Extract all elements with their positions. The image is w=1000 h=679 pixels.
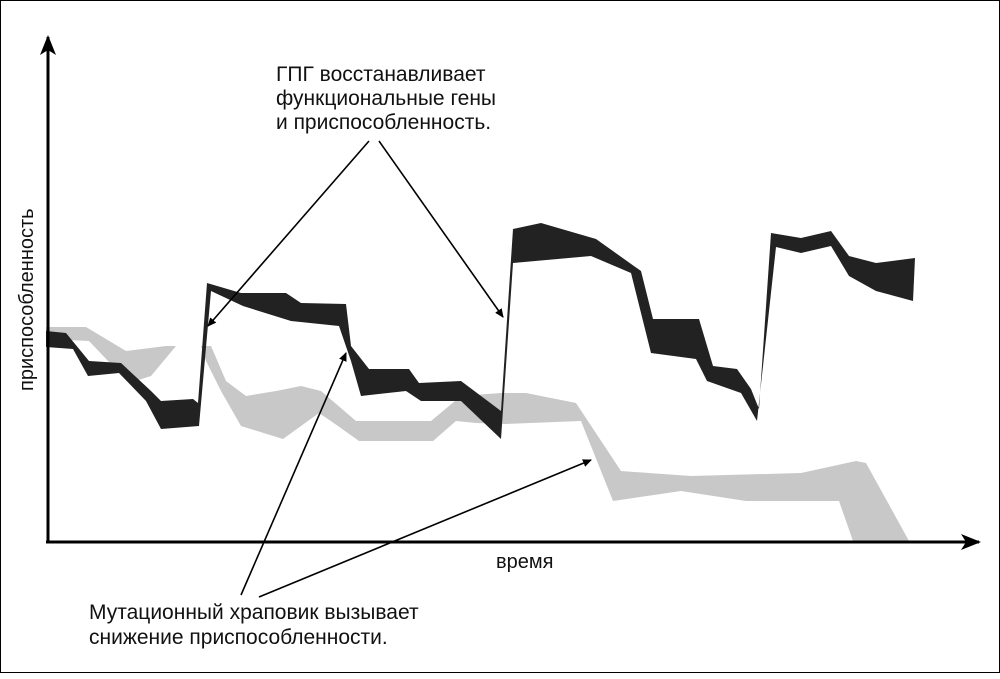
hgt-annotation-line-3: и приспособленность.	[276, 111, 491, 134]
ratchet-annotation-line-2: снижение приспособленности.	[89, 626, 388, 649]
x-axis-label: время	[496, 551, 553, 573]
black-fitness-band	[46, 223, 915, 439]
ratchet-annotation-line-1: Мутационный храповик вызывает	[89, 601, 419, 624]
hgt-annotation-line-2: функциональные гены	[276, 87, 496, 110]
ratchet-arrow-right	[258, 459, 592, 598]
hgt-annotation-line-1: ГПГ восстанавливает	[276, 63, 486, 86]
ratchet-arrow-left	[240, 352, 347, 596]
gray-fitness-band	[46, 327, 909, 541]
hgt-arrow-right	[378, 140, 504, 318]
y-axis-label: приспособленность	[16, 208, 38, 391]
hgt-annotation: ГПГ восстанавливает функциональные гены …	[276, 63, 502, 134]
hgt-arrow-left	[207, 140, 370, 327]
ratchet-annotation: Мутационный храповик вызывает снижение п…	[89, 601, 424, 649]
